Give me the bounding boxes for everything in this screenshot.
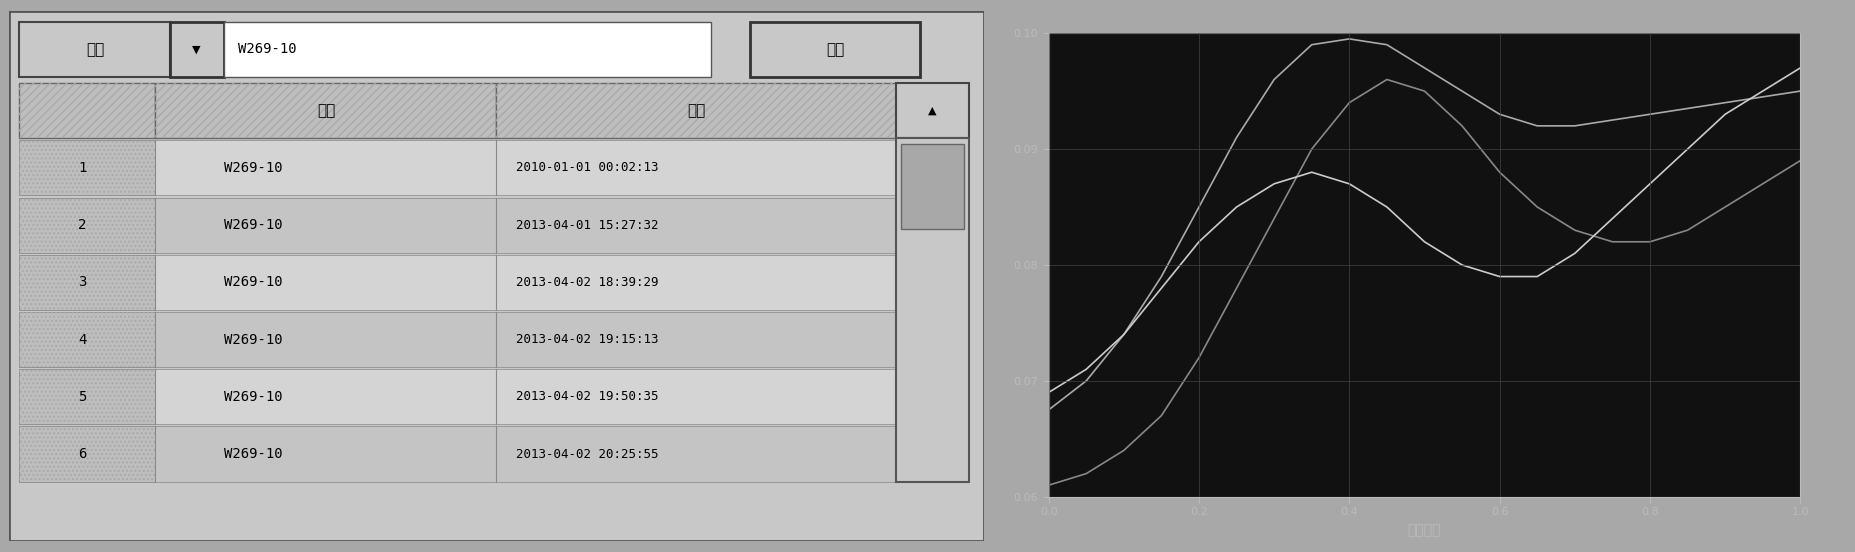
Bar — [156, 83, 497, 138]
Bar — [19, 255, 156, 310]
Text: 6: 6 — [78, 447, 87, 461]
Text: 时间: 时间 — [686, 103, 705, 118]
Bar — [497, 83, 896, 138]
Bar — [19, 255, 896, 310]
Text: ▼: ▼ — [193, 45, 200, 55]
Text: W269-10: W269-10 — [224, 390, 282, 404]
Bar — [19, 140, 156, 195]
Bar — [497, 83, 896, 138]
X-axis label: 标准图形: 标准图形 — [1406, 523, 1441, 537]
Bar — [19, 369, 156, 424]
Bar — [19, 198, 896, 253]
Text: 2013-04-01 15:27:32: 2013-04-01 15:27:32 — [516, 219, 659, 232]
Text: 1: 1 — [78, 161, 87, 175]
Bar — [749, 22, 920, 77]
Text: W269-10: W269-10 — [224, 333, 282, 347]
Bar — [19, 22, 171, 77]
Text: 2013-04-02 19:50:35: 2013-04-02 19:50:35 — [516, 390, 659, 404]
Text: 2010-01-01 00:02:13: 2010-01-01 00:02:13 — [516, 161, 659, 174]
Text: ▲: ▲ — [928, 105, 937, 115]
Bar — [19, 369, 156, 424]
Text: W269-10: W269-10 — [224, 218, 282, 232]
Text: W269-10: W269-10 — [237, 43, 297, 56]
Text: 3: 3 — [78, 275, 87, 289]
Bar — [19, 255, 156, 310]
Text: W269-10: W269-10 — [224, 161, 282, 175]
Text: W269-10: W269-10 — [224, 275, 282, 289]
Text: 2013-04-02 19:15:13: 2013-04-02 19:15:13 — [516, 333, 659, 346]
Bar — [896, 138, 968, 481]
Text: 2013-04-02 20:25:55: 2013-04-02 20:25:55 — [516, 448, 659, 460]
Bar — [19, 198, 156, 253]
Bar — [896, 83, 968, 138]
Text: W269-10: W269-10 — [224, 447, 282, 461]
Bar — [19, 312, 896, 367]
Text: 2013-04-02 18:39:29: 2013-04-02 18:39:29 — [516, 276, 659, 289]
Bar — [19, 427, 896, 481]
Bar — [19, 427, 156, 481]
Text: 查找: 查找 — [825, 42, 844, 57]
Bar — [156, 83, 497, 138]
Bar — [19, 140, 156, 195]
Text: 2: 2 — [78, 218, 87, 232]
Text: 井号: 井号 — [317, 103, 336, 118]
Bar — [19, 369, 896, 424]
Bar — [224, 22, 710, 77]
Bar — [19, 83, 156, 138]
Bar — [19, 198, 156, 253]
Bar — [19, 140, 896, 195]
Text: 5: 5 — [78, 390, 87, 404]
Bar — [19, 312, 156, 367]
Bar — [171, 22, 224, 77]
Text: 井名: 井名 — [85, 42, 104, 57]
Bar — [900, 144, 965, 230]
Text: 4: 4 — [78, 333, 87, 347]
Bar — [19, 83, 156, 138]
Bar — [19, 312, 156, 367]
Bar — [19, 427, 156, 481]
